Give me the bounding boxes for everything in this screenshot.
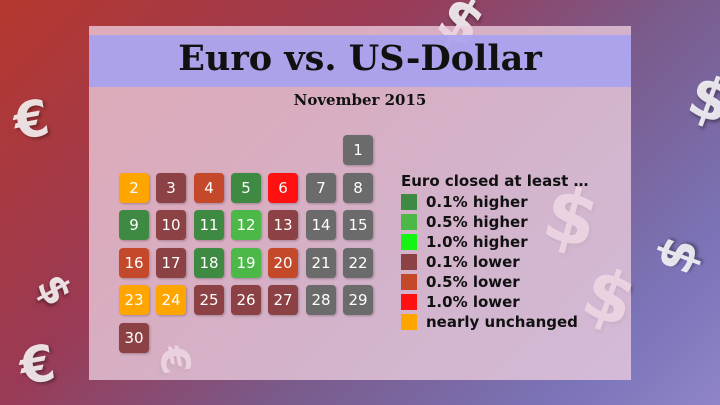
- calendar-day: 13: [268, 210, 298, 240]
- calendar-day: 25: [194, 285, 224, 315]
- legend-label: nearly unchanged: [426, 313, 578, 331]
- calendar-day: 3: [156, 173, 186, 203]
- page-title: Euro vs. US-Dollar: [178, 38, 542, 79]
- legend-title: Euro closed at least …: [401, 172, 589, 190]
- legend-label: 0.5% higher: [426, 213, 528, 231]
- calendar-day: 16: [119, 248, 149, 278]
- calendar-day: 30: [119, 323, 149, 353]
- calendar-day: 26: [231, 285, 261, 315]
- legend-label: 0.1% higher: [426, 193, 528, 211]
- legend-item: 0.1% lower: [401, 253, 520, 271]
- legend-item: 1.0% higher: [401, 233, 528, 251]
- calendar-day: 11: [194, 210, 224, 240]
- legend-swatch: [401, 214, 417, 230]
- calendar-day: 8: [343, 173, 373, 203]
- page-subtitle: November 2015: [293, 91, 427, 109]
- calendar-day: 21: [306, 248, 336, 278]
- legend-item: 0.5% lower: [401, 273, 520, 291]
- calendar-day: 9: [119, 210, 149, 240]
- legend-item: 0.1% higher: [401, 193, 528, 211]
- legend-swatch: [401, 254, 417, 270]
- title-bar: [89, 35, 631, 87]
- calendar-day: 29: [343, 285, 373, 315]
- legend-swatch: [401, 314, 417, 330]
- calendar-day: 15: [343, 210, 373, 240]
- calendar-day: 4: [194, 173, 224, 203]
- calendar-day: 14: [306, 210, 336, 240]
- calendar-day: 27: [268, 285, 298, 315]
- calendar-day: 19: [231, 248, 261, 278]
- calendar-day: 6: [268, 173, 298, 203]
- legend-label: 1.0% higher: [426, 233, 528, 251]
- calendar-day: 2: [119, 173, 149, 203]
- calendar-day: 5: [231, 173, 261, 203]
- calendar-day: 18: [194, 248, 224, 278]
- calendar-day: 17: [156, 248, 186, 278]
- calendar-day: 23: [119, 285, 149, 315]
- legend-item: nearly unchanged: [401, 313, 578, 331]
- calendar-day: 20: [268, 248, 298, 278]
- calendar-day: 24: [156, 285, 186, 315]
- legend-item: 1.0% lower: [401, 293, 520, 311]
- legend-item: 0.5% higher: [401, 213, 528, 231]
- legend-label: 0.1% lower: [426, 253, 520, 271]
- calendar-day: 28: [306, 285, 336, 315]
- legend-swatch: [401, 274, 417, 290]
- legend-label: 0.5% lower: [426, 273, 520, 291]
- legend-swatch: [401, 294, 417, 310]
- calendar-day: 22: [343, 248, 373, 278]
- calendar-day: 12: [231, 210, 261, 240]
- calendar-day: 10: [156, 210, 186, 240]
- calendar-day: 1: [343, 135, 373, 165]
- legend-swatch: [401, 194, 417, 210]
- calendar-day: 7: [306, 173, 336, 203]
- legend-swatch: [401, 234, 417, 250]
- legend-label: 1.0% lower: [426, 293, 520, 311]
